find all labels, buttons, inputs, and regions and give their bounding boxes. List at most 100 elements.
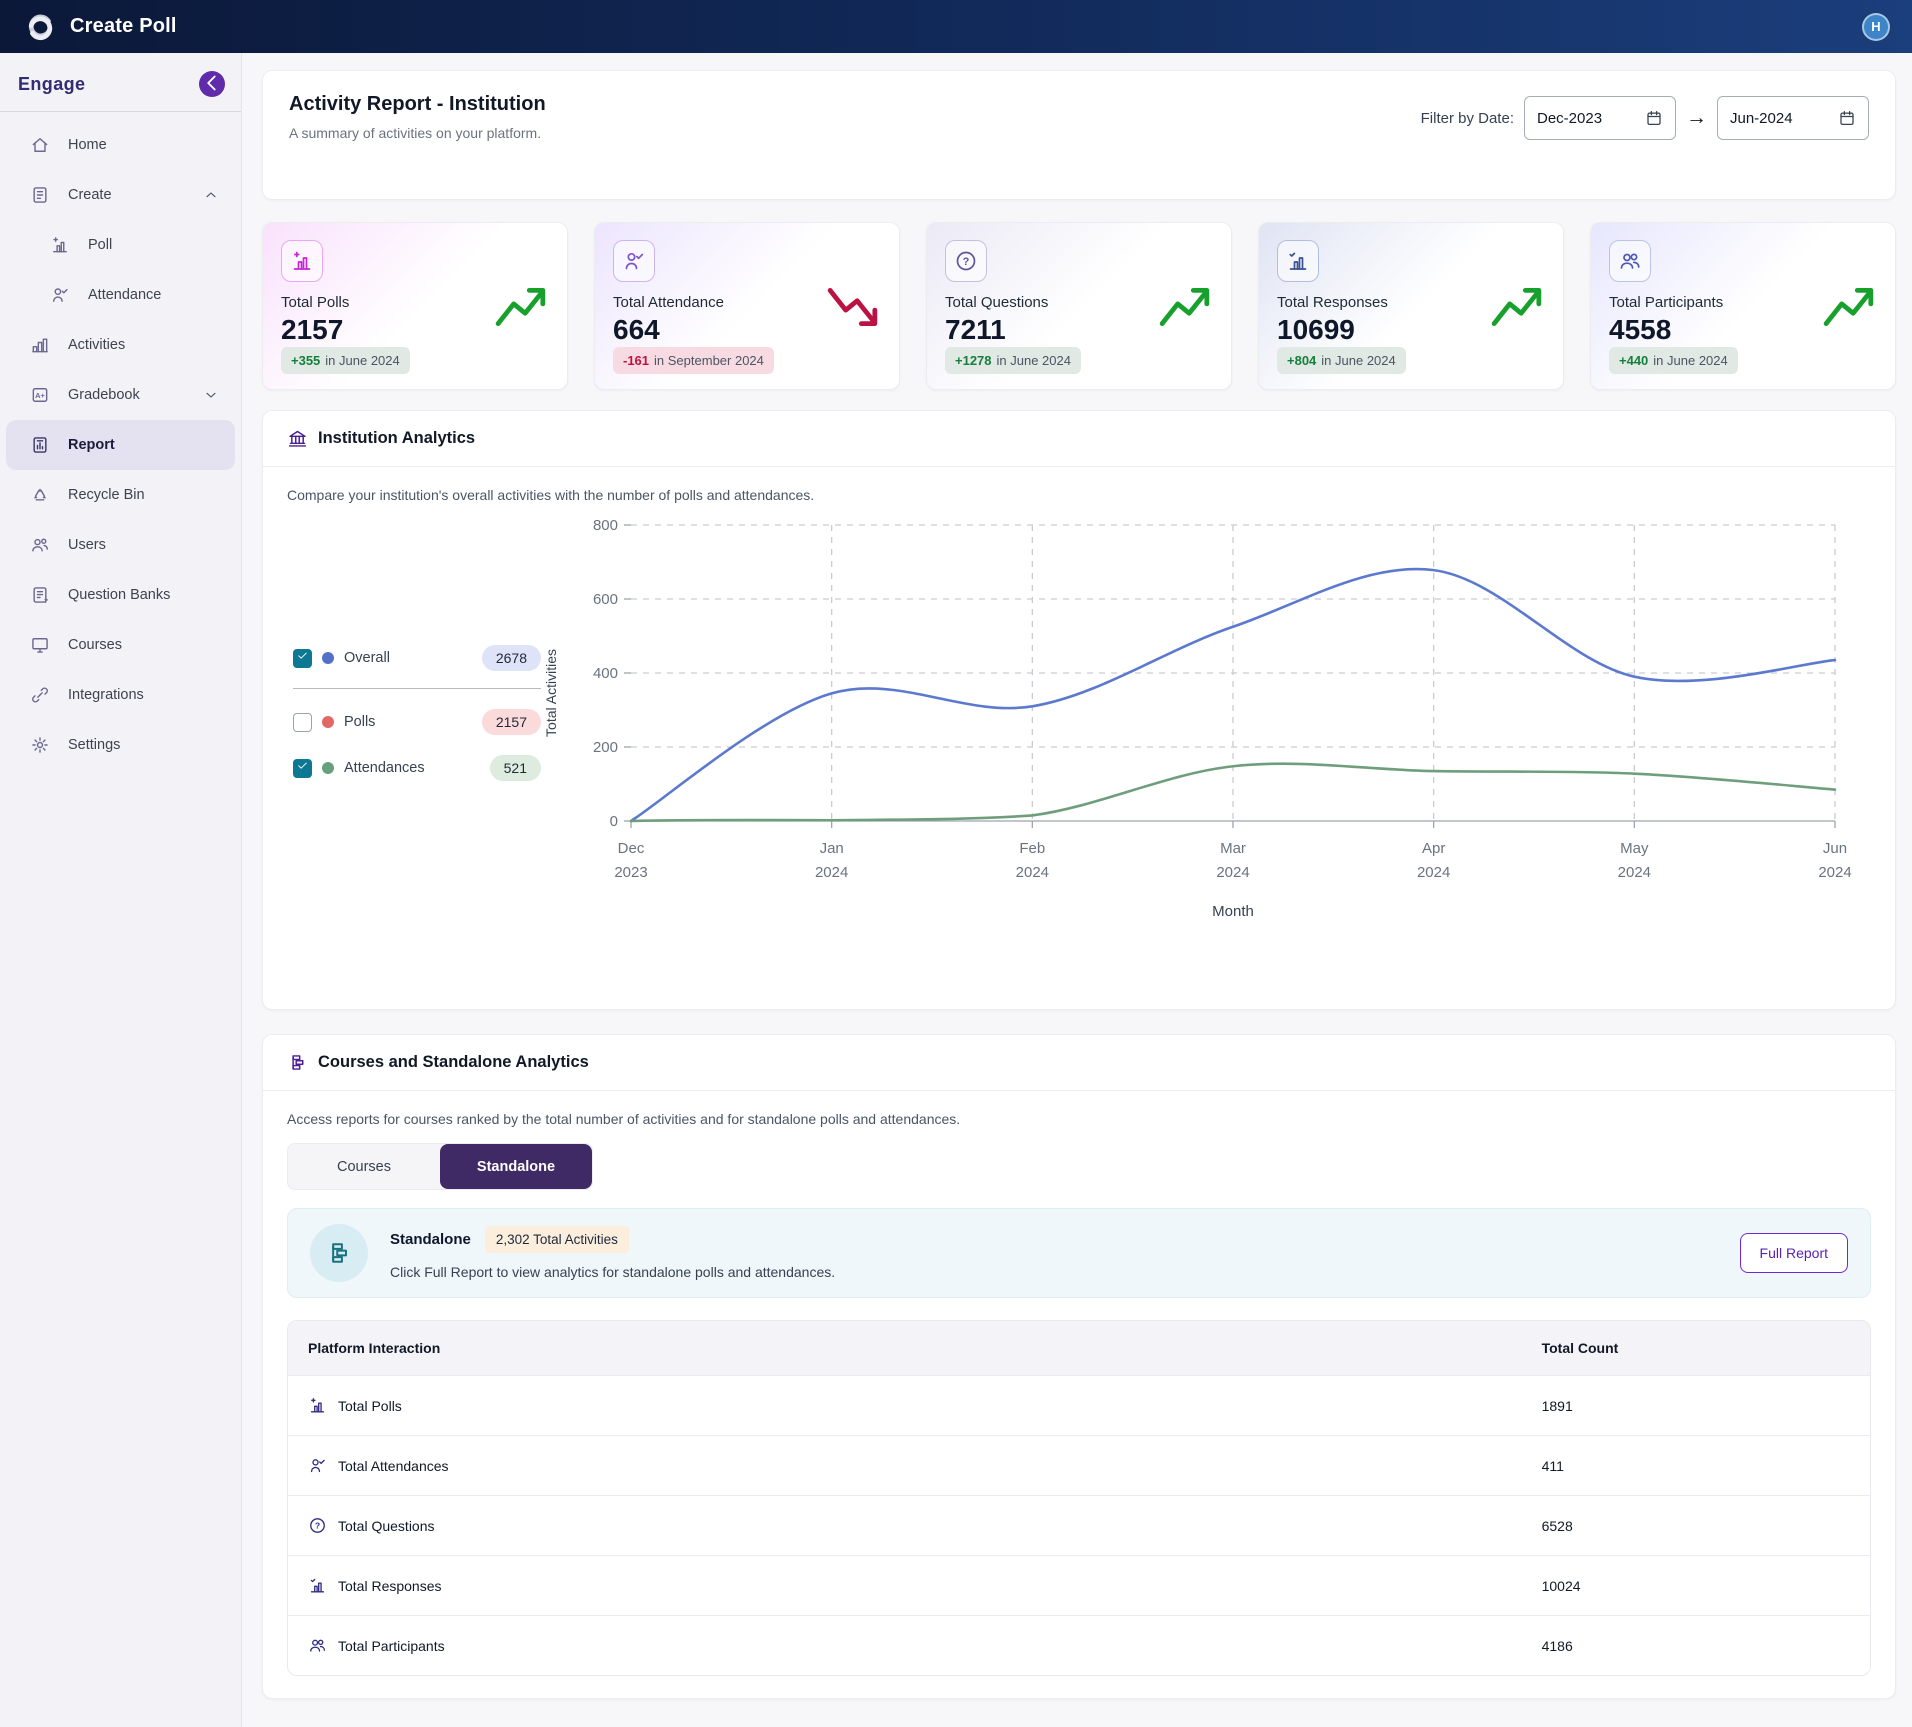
- legend-item-polls: Polls 2157: [293, 709, 541, 735]
- svg-text:Month: Month: [1212, 903, 1254, 920]
- courses-section-title: Courses and Standalone Analytics: [318, 1053, 589, 1072]
- date-from-input[interactable]: Dec-2023: [1524, 96, 1676, 140]
- legend-total-badge: 521: [490, 755, 541, 781]
- svg-text:600: 600: [593, 591, 618, 608]
- legend-item-attendances: Attendances 521: [293, 755, 541, 781]
- stat-card-total-polls: Total Polls 2157 +355in June 2024: [262, 222, 568, 390]
- stat-delta-badge: +440in June 2024: [1609, 347, 1738, 374]
- svg-text:2024: 2024: [1618, 864, 1651, 881]
- stat-period: in June 2024: [997, 353, 1071, 368]
- y-axis-title: Total Activities: [543, 649, 559, 737]
- flowchart-icon: [287, 1052, 308, 1073]
- sidebar-item-attendance[interactable]: Attendance: [6, 270, 235, 320]
- bar-chart-icon: [1286, 249, 1310, 273]
- sidebar-item-home[interactable]: Home: [6, 120, 235, 170]
- date-to-value: Jun-2024: [1730, 110, 1793, 127]
- main-content: Activity Report - Institution A summary …: [242, 53, 1912, 1727]
- row-value: 411: [1542, 1458, 1850, 1474]
- sidebar-item-question-banks[interactable]: ? Question Banks: [6, 570, 235, 620]
- courses-section-subtitle: Access reports for courses ranked by the…: [263, 1091, 1895, 1127]
- sidebar-item-users[interactable]: Users: [6, 520, 235, 570]
- stat-delta: +355: [291, 353, 320, 368]
- tab-standalone[interactable]: Standalone: [440, 1144, 592, 1189]
- standalone-icon-circle: [310, 1224, 368, 1282]
- standalone-description: Click Full Report to view analytics for …: [390, 1264, 835, 1280]
- svg-text:Jun: Jun: [1823, 840, 1847, 857]
- svg-text:2024: 2024: [1016, 864, 1049, 881]
- column-header-platform-interaction: Platform Interaction: [308, 1340, 1542, 1356]
- svg-text:A+: A+: [35, 391, 45, 400]
- sidebar-collapse-button[interactable]: [199, 71, 225, 97]
- date-to-input[interactable]: Jun-2024: [1717, 96, 1869, 140]
- institution-analytics-card: Institution Analytics Compare your insti…: [262, 410, 1896, 1010]
- integrations-icon: [30, 685, 50, 705]
- calendar-icon[interactable]: [1645, 109, 1663, 127]
- sidebar-item-poll[interactable]: Poll: [6, 220, 235, 270]
- bar-chart-icon: [308, 1576, 327, 1595]
- table-row-total-questions: ?Total Questions 6528: [288, 1495, 1870, 1555]
- sidebar-item-label: Attendance: [88, 287, 161, 303]
- user-avatar[interactable]: H: [1862, 13, 1890, 41]
- person-check-icon: [308, 1456, 327, 1475]
- overall-checkbox[interactable]: [293, 649, 312, 668]
- attendances-checkbox[interactable]: [293, 759, 312, 778]
- app-logo-icon: [22, 9, 58, 45]
- full-report-button[interactable]: Full Report: [1740, 1233, 1848, 1273]
- check-icon: [296, 759, 309, 777]
- stat-period: in June 2024: [1653, 353, 1727, 368]
- date-filter: Filter by Date: Dec-2023 → Jun-2024: [1421, 96, 1869, 140]
- question-circle-icon: ?: [954, 249, 978, 273]
- sidebar-item-courses[interactable]: Courses: [6, 620, 235, 670]
- people-icon: [1618, 249, 1642, 273]
- sidebar-item-integrations[interactable]: Integrations: [6, 670, 235, 720]
- sidebar-item-label: Settings: [68, 737, 120, 753]
- attendances-dot: [322, 762, 334, 774]
- legend-total-badge: 2678: [482, 645, 541, 671]
- date-from-value: Dec-2023: [1537, 110, 1602, 127]
- chevron-up-icon: [203, 187, 219, 203]
- sidebar-divider: [0, 111, 241, 112]
- sidebar-item-gradebook[interactable]: A+ Gradebook: [6, 370, 235, 420]
- attendance-icon: [50, 285, 70, 305]
- svg-text:400: 400: [593, 665, 618, 682]
- sidebar-item-label: Home: [68, 137, 107, 153]
- platform-interaction-table: Platform Interaction Total Count Total P…: [287, 1320, 1871, 1676]
- table-header-row: Platform Interaction Total Count: [288, 1321, 1870, 1375]
- svg-text:0: 0: [610, 813, 618, 830]
- row-label: Total Questions: [338, 1518, 435, 1534]
- app-name: Create Poll: [70, 15, 177, 38]
- stat-delta-badge: -161in September 2024: [613, 347, 774, 374]
- line-chart: 0200400600800Dec2023Jan2024Feb2024Mar202…: [563, 507, 1873, 949]
- sidebar-item-label: Courses: [68, 637, 122, 653]
- standalone-name: Standalone: [390, 1231, 471, 1248]
- analytics-subtitle: Compare your institution's overall activ…: [263, 467, 1895, 503]
- sidebar-item-activities[interactable]: Activities: [6, 320, 235, 370]
- polls-checkbox[interactable]: [293, 713, 312, 732]
- svg-text:?: ?: [315, 1521, 320, 1531]
- sidebar-item-settings[interactable]: Settings: [6, 720, 235, 770]
- trend-up-icon: [1159, 285, 1211, 329]
- poll-chart-icon: [308, 1396, 327, 1415]
- sidebar-item-report[interactable]: Report: [6, 420, 235, 470]
- poll-chart-icon: [290, 249, 314, 273]
- svg-text:Mar: Mar: [1220, 840, 1246, 857]
- svg-text:2024: 2024: [1818, 864, 1851, 881]
- sidebar-item-label: Integrations: [68, 687, 144, 703]
- courses-icon: [30, 635, 50, 655]
- sidebar-item-label: Gradebook: [68, 387, 140, 403]
- table-row-total-responses: Total Responses 10024: [288, 1555, 1870, 1615]
- flowchart-icon: [325, 1239, 353, 1267]
- sidebar-item-create[interactable]: Create: [6, 170, 235, 220]
- sidebar-item-recycle-bin[interactable]: Recycle Bin: [6, 470, 235, 520]
- calendar-icon[interactable]: [1838, 109, 1856, 127]
- legend-label: Attendances: [344, 760, 425, 776]
- legend-label: Overall: [344, 650, 390, 666]
- trend-down-icon: [827, 285, 879, 329]
- analytics-tabs: Courses Standalone: [287, 1143, 593, 1190]
- trend-up-icon: [1491, 285, 1543, 329]
- recycle-bin-icon: [30, 485, 50, 505]
- stat-period: in June 2024: [325, 353, 399, 368]
- sidebar-item-label: Report: [68, 437, 115, 453]
- tab-courses[interactable]: Courses: [288, 1144, 440, 1189]
- table-row-total-participants: Total Participants 4186: [288, 1615, 1870, 1675]
